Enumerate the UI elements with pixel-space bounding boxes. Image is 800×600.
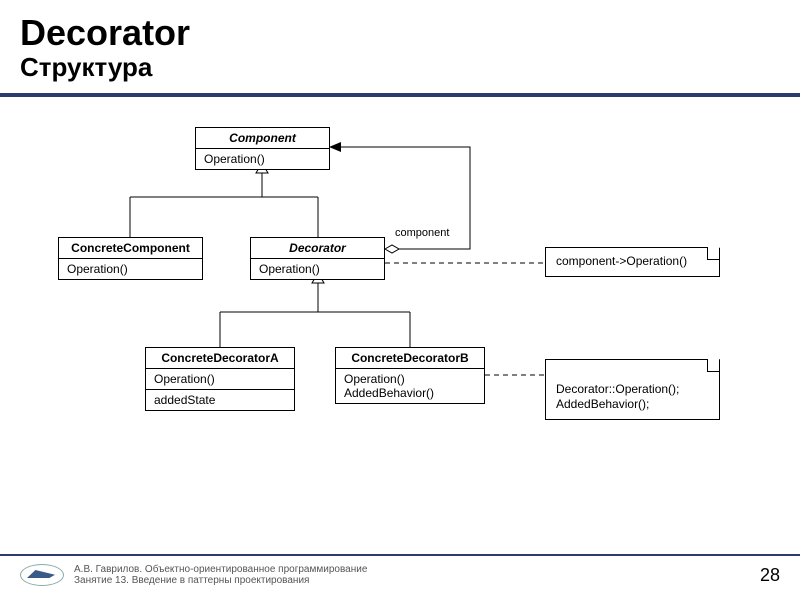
footer-text: А.В. Гаврилов. Объектно-ориентированное … [74,564,367,586]
class-op: Operation() [146,369,294,390]
class-op: Operation() [59,259,202,279]
page-subtitle: Структура [20,52,780,83]
class-op: Operation() [251,259,384,279]
class-op: Operation() [196,149,329,169]
connector-layer [0,97,800,517]
page-title: Decorator [20,12,780,54]
class-concrete-decorator-a: ConcreteDecoratorA Operation() addedStat… [145,347,295,411]
uml-diagram: Component Operation() ConcreteComponent … [0,97,800,517]
class-name: Component [196,128,329,149]
class-name: ConcreteDecoratorA [146,348,294,369]
class-decorator: Decorator Operation() [250,237,385,280]
class-concrete-component: ConcreteComponent Operation() [58,237,203,280]
class-concrete-decorator-b: ConcreteDecoratorB Operation() AddedBeha… [335,347,485,404]
logo-icon [20,564,64,586]
class-name: Decorator [251,238,384,259]
class-op: Operation() AddedBehavior() [336,369,484,403]
note-text: component->Operation() [556,254,687,268]
note-text: Decorator::Operation(); AddedBehavior(); [556,382,679,412]
class-component: Component Operation() [195,127,330,170]
class-name: ConcreteDecoratorB [336,348,484,369]
footer-line1: А.В. Гаврилов. Объектно-ориентированное … [74,564,367,575]
class-name: ConcreteComponent [59,238,202,259]
footer: А.В. Гаврилов. Объектно-ориентированное … [0,554,800,600]
footer-line2: Занятие 13. Введение в паттерны проектир… [74,575,367,586]
class-attr: addedState [146,390,294,410]
header: Decorator Структура [0,0,800,87]
assoc-label-component: component [395,227,449,239]
note-decorator-op: Decorator::Operation(); AddedBehavior(); [545,359,720,420]
slide-number: 28 [760,565,780,586]
note-component-op: component->Operation() [545,247,720,277]
